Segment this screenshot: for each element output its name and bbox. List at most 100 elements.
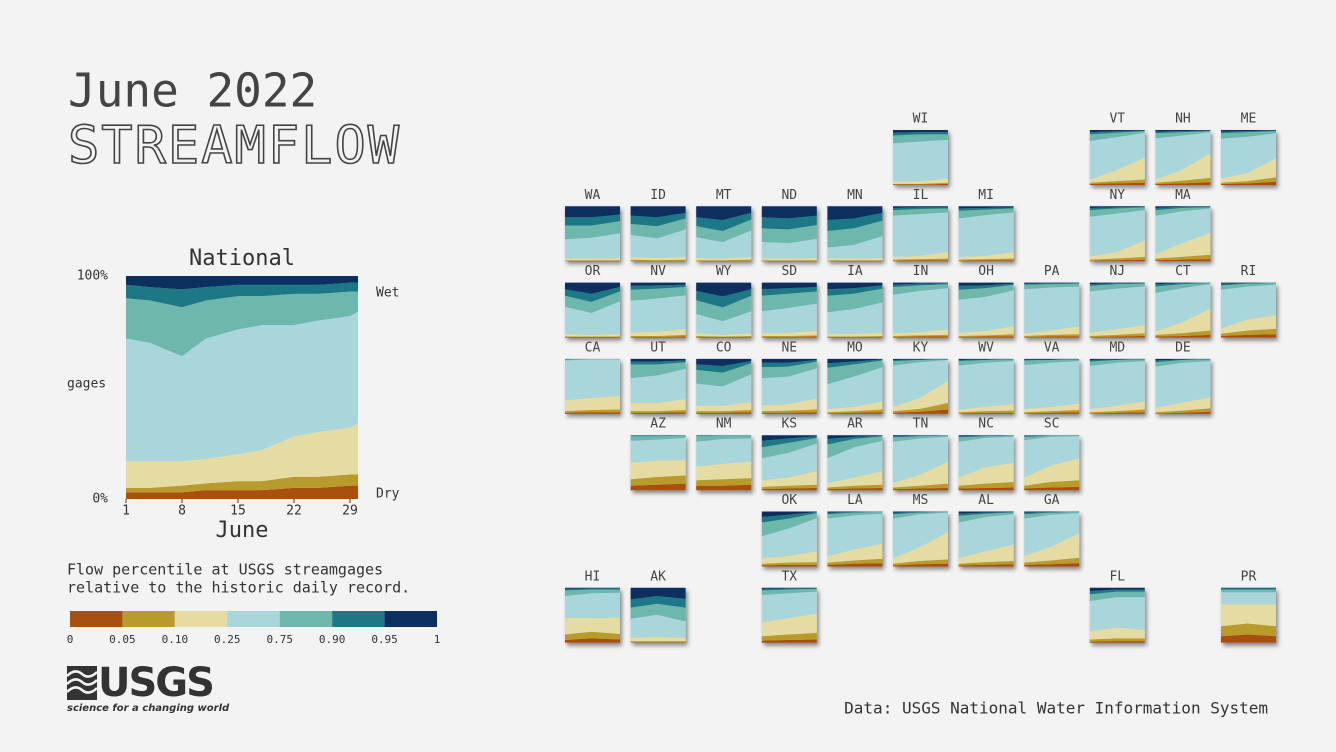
legend-swatch	[70, 611, 123, 627]
tile-band	[893, 258, 948, 261]
tile-band	[893, 139, 948, 182]
tile-band	[1155, 308, 1211, 335]
tile-label: KS	[781, 417, 797, 432]
tile-label: PR	[1241, 569, 1257, 584]
logo-name: USGS	[98, 660, 213, 706]
state-tile	[1089, 358, 1145, 414]
tile-band	[630, 229, 686, 258]
tile-band	[1155, 153, 1211, 183]
tile-label: MS	[913, 493, 929, 508]
tile-band	[630, 259, 686, 261]
state-tile	[1024, 511, 1080, 567]
tile-label: ID	[650, 188, 666, 203]
tile-band	[630, 475, 686, 486]
tile-band	[1221, 181, 1276, 185]
tile-band	[1024, 512, 1080, 519]
tile-band	[1024, 532, 1080, 563]
tile-band	[696, 282, 752, 297]
state-tile	[761, 282, 817, 338]
tile-band	[958, 410, 1014, 414]
tile-band	[893, 183, 948, 185]
tile-band	[1089, 627, 1145, 640]
state-tile	[761, 511, 817, 567]
tile-band	[761, 562, 817, 566]
tile-band	[893, 182, 948, 185]
tile-band	[893, 359, 948, 366]
tile-label: MN	[847, 188, 863, 203]
tile-band	[630, 260, 686, 262]
tile-band	[827, 302, 883, 335]
tile-band	[761, 437, 817, 459]
tile-band	[827, 337, 883, 338]
tile-band	[1221, 131, 1276, 139]
tile-label: WI	[913, 112, 929, 127]
tile-band	[1155, 206, 1211, 208]
y-axis-label: gages	[67, 377, 106, 392]
tile-band	[893, 511, 948, 513]
area-band	[126, 311, 358, 462]
tile-band	[630, 368, 686, 403]
tile-label: PA	[1044, 264, 1060, 279]
tile-band	[958, 359, 1014, 366]
state-tile	[1089, 130, 1145, 185]
tile-band	[1089, 282, 1145, 285]
tile-band	[1221, 130, 1276, 132]
tile-label: NH	[1175, 112, 1191, 127]
tile-label: WY	[716, 264, 732, 279]
state-tile	[893, 206, 948, 262]
tile-band	[1089, 179, 1145, 184]
tile-band	[630, 587, 686, 600]
tile-band	[827, 360, 883, 385]
tile-band	[1089, 207, 1145, 217]
tile-band	[696, 337, 752, 338]
tile-label: IN	[913, 264, 929, 279]
tile-band	[958, 284, 1014, 300]
tile-band	[761, 287, 817, 296]
tile-band	[827, 513, 883, 557]
legend-tick-label: 0.05	[109, 633, 136, 646]
state-tile	[1155, 282, 1211, 338]
tile-band	[696, 260, 752, 262]
tile-label: AK	[650, 569, 666, 584]
tile-band	[696, 461, 752, 481]
state-tile	[893, 511, 948, 567]
tile-band	[893, 132, 948, 136]
x-tick-label: 15	[230, 504, 246, 519]
tile-band	[761, 591, 817, 623]
tile-label: VA	[1044, 340, 1060, 355]
tile-band	[761, 215, 817, 230]
legend-tick-label: 0.95	[371, 633, 398, 646]
tile-band	[630, 362, 686, 379]
tile-band	[1221, 634, 1276, 643]
state-tile	[893, 282, 948, 338]
tile-band	[827, 285, 883, 296]
state-tile	[761, 358, 817, 414]
tile-band	[696, 438, 752, 467]
y-tick-label: 100%	[77, 269, 108, 284]
tile-band	[565, 301, 620, 335]
tile-band	[630, 596, 686, 608]
tile-band	[630, 295, 686, 333]
tile-band	[630, 256, 686, 261]
state-tile	[1089, 206, 1145, 262]
tile-band	[893, 288, 948, 334]
tile-band	[761, 361, 817, 379]
tile-band	[893, 134, 948, 144]
state-tile	[565, 282, 620, 338]
tile-band	[893, 461, 948, 488]
tile-band	[1155, 284, 1211, 332]
tile-band	[1024, 511, 1080, 513]
tile-band	[630, 410, 686, 413]
tile-band	[1089, 240, 1145, 260]
tile-band	[630, 603, 686, 622]
tile-label: TX	[781, 569, 797, 584]
legend-tick-label: 0.10	[162, 633, 189, 646]
tile-band	[1155, 182, 1211, 185]
state-tile	[761, 206, 817, 262]
tile-band	[827, 282, 883, 290]
tile-band	[565, 631, 620, 641]
tile-band	[761, 551, 817, 564]
tile-band	[1024, 359, 1080, 365]
tile-band	[1089, 130, 1145, 135]
